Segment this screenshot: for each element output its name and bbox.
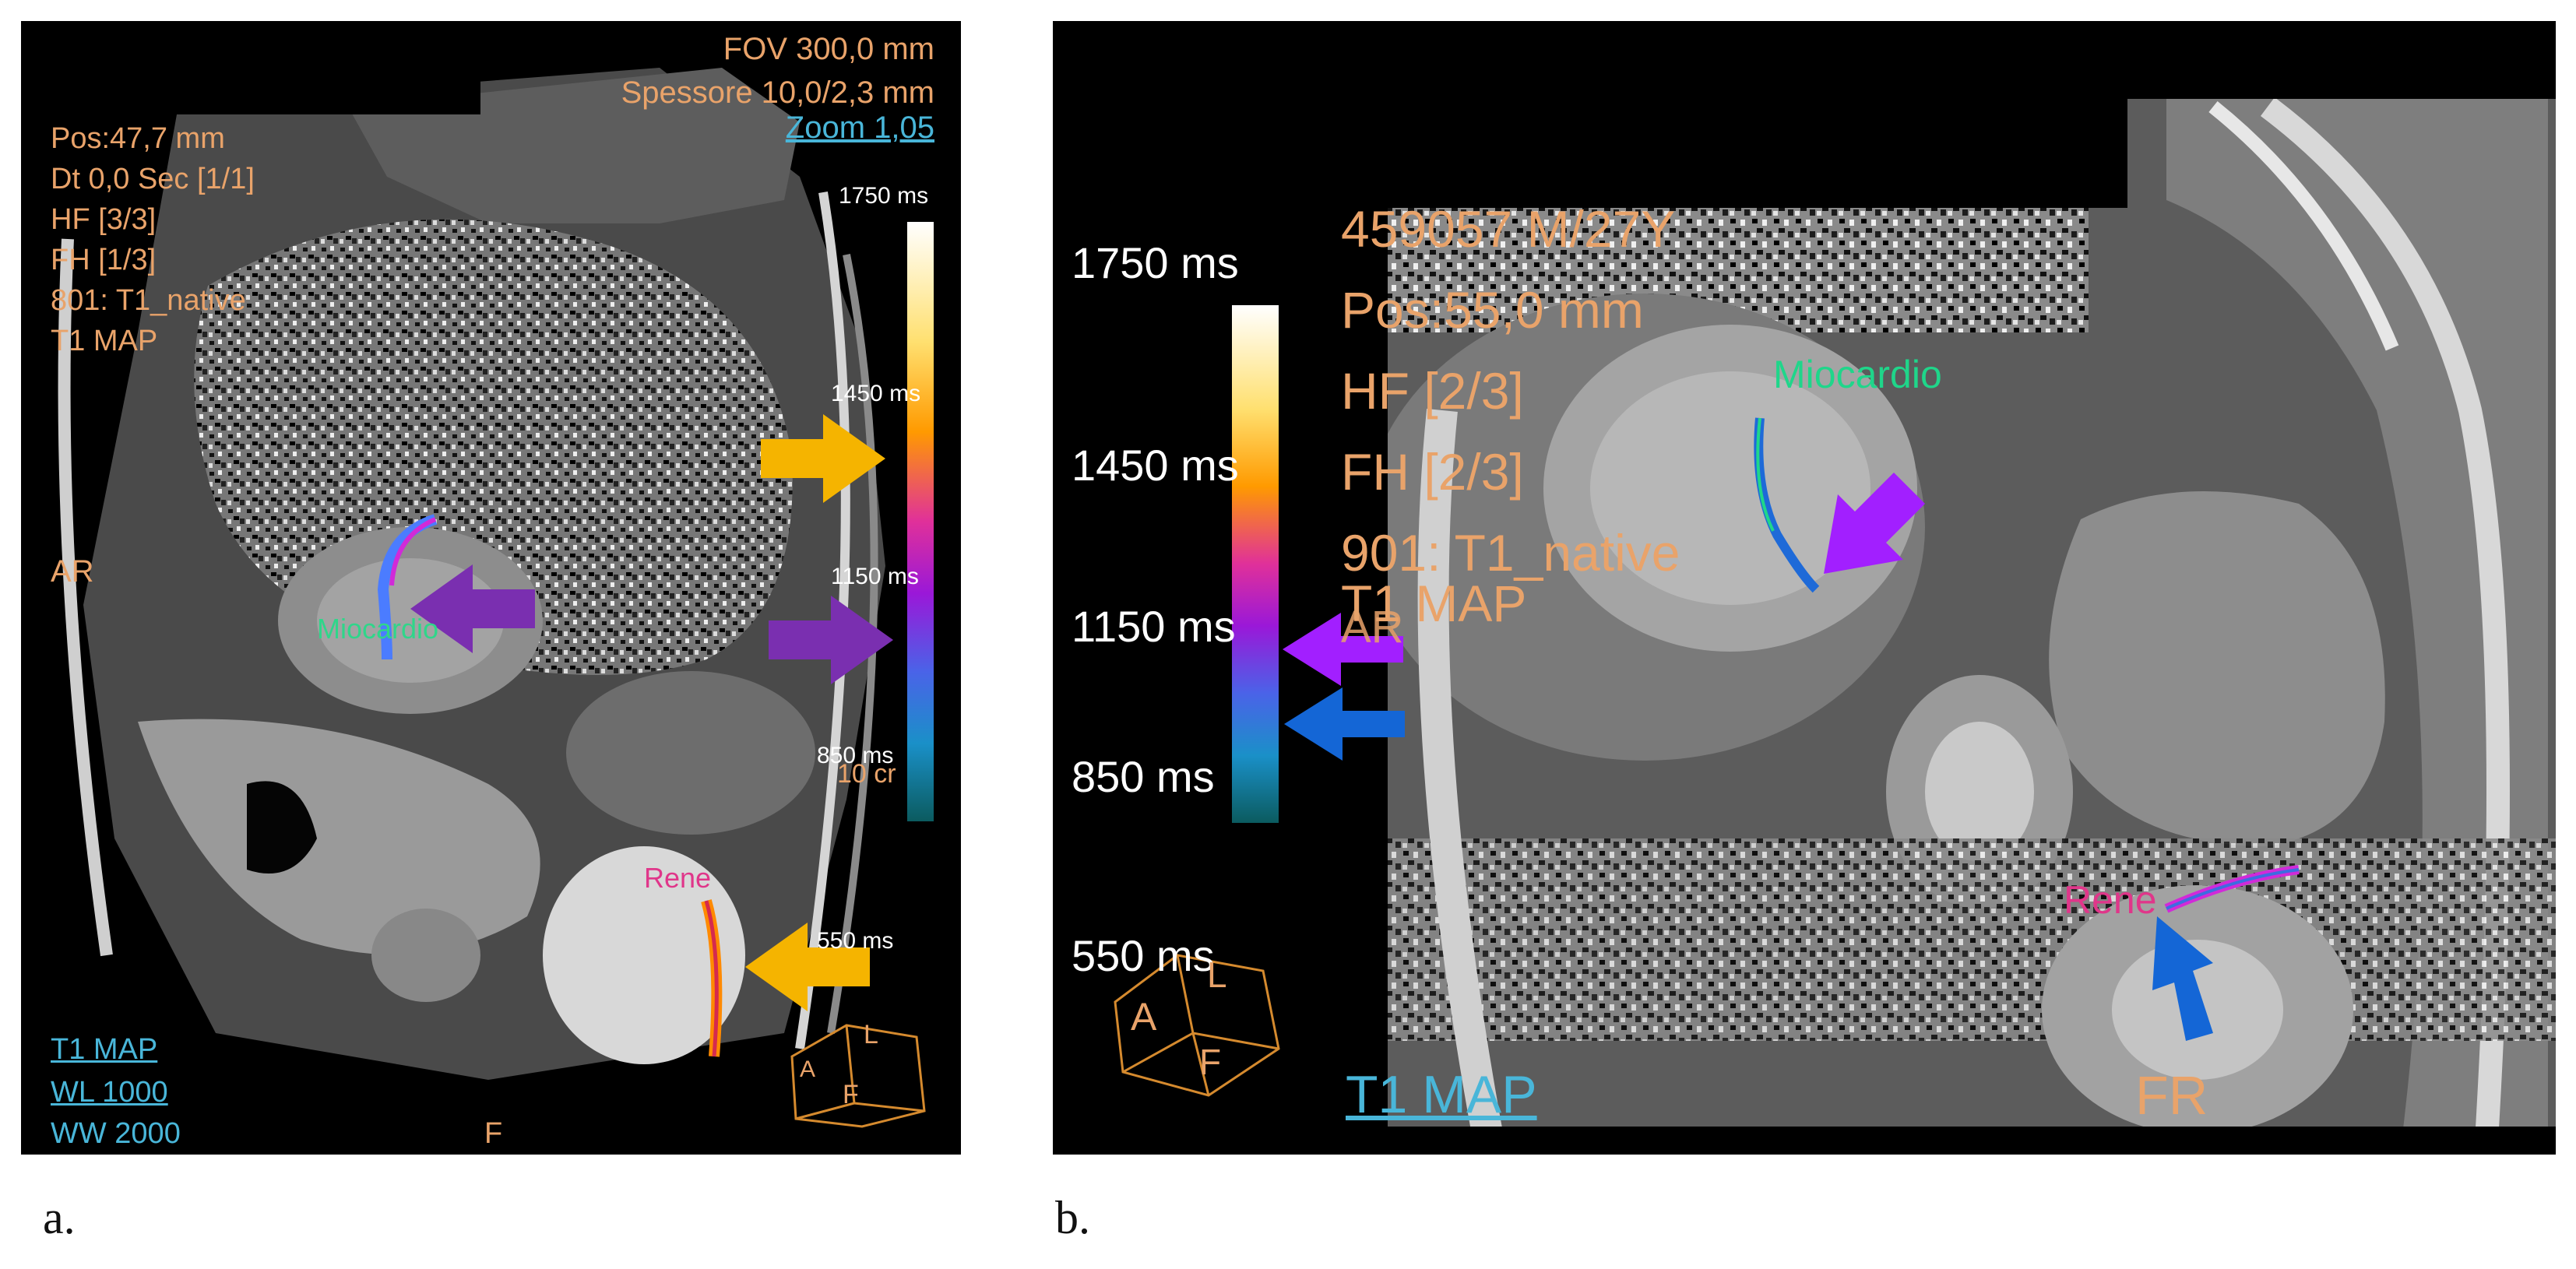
roi-myocardium-trace bbox=[377, 514, 438, 660]
fh-value: FH [1/3] bbox=[51, 244, 157, 276]
purple-arrow-icon bbox=[769, 596, 893, 684]
cube-letter-a: A bbox=[800, 1056, 816, 1082]
purple-arrow-icon bbox=[1824, 473, 1925, 574]
orange-arrow-icon bbox=[745, 923, 870, 1011]
position-value: Pos:47,7 mm bbox=[51, 122, 225, 155]
orientation-label-left: AR bbox=[1341, 602, 1404, 652]
mri-panel-b[interactable]: 459057 M/27Y Pos:55,0 mm HF [2/3] FH [2/… bbox=[1053, 21, 2556, 1155]
roi-label-myocardium: Miocardio bbox=[317, 613, 439, 645]
window-width-value[interactable]: WW 2000 bbox=[51, 1117, 181, 1150]
series-name: 801: T1_native bbox=[51, 284, 246, 317]
t1-colorbar bbox=[1232, 305, 1279, 823]
t1-colorbar bbox=[907, 222, 934, 821]
series-name: 901: T1_native bbox=[1341, 524, 1680, 582]
orientation-cube-icon bbox=[790, 1024, 926, 1128]
scale-label-1150: 1150 ms bbox=[831, 564, 919, 589]
orientation-label-bottom: F bbox=[484, 1117, 503, 1150]
roi-label-kidney: Rene bbox=[644, 862, 712, 894]
caption-a: a. bbox=[43, 1192, 76, 1243]
cube-letter-l: L bbox=[864, 1020, 878, 1049]
hf-value: HF [3/3] bbox=[51, 203, 157, 236]
fh-value: FH [2/3] bbox=[1341, 443, 1524, 501]
map-type: T1 MAP bbox=[51, 325, 158, 357]
cube-letter-a: A bbox=[1131, 995, 1157, 1039]
fov-value: FOV 300,0 mm bbox=[723, 32, 934, 66]
cube-letter-f: F bbox=[843, 1080, 859, 1109]
scale-label-1450: 1450 ms bbox=[1072, 441, 1239, 490]
map-type-link[interactable]: T1 MAP bbox=[1346, 1065, 1537, 1124]
header-info-right: FOV 300,0 mm Spessore 10,0/2,3 mm bbox=[621, 27, 934, 114]
scale-label-1150: 1150 ms bbox=[1072, 602, 1236, 651]
purple-arrow-icon bbox=[410, 564, 535, 653]
scale-label-850: 850 ms bbox=[817, 743, 894, 768]
roi-label-kidney: Rene bbox=[2064, 878, 2157, 922]
scale-label-1450: 1450 ms bbox=[831, 381, 921, 406]
scale-label-1750: 1750 ms bbox=[1072, 238, 1239, 287]
caption-b: b. bbox=[1055, 1192, 1090, 1243]
orientation-cube-icon bbox=[1114, 954, 1280, 1097]
orientation-label-bottom: FR bbox=[2135, 1065, 2208, 1126]
cube-letter-f: F bbox=[1199, 1042, 1222, 1082]
map-type: T1 MAP bbox=[1341, 575, 1527, 632]
thickness-value: Spessore 10,0/2,3 mm bbox=[621, 76, 934, 110]
patient-id: 459057 M/27Y bbox=[1341, 200, 1676, 258]
blue-arrow-icon bbox=[1284, 687, 1405, 761]
mri-image-b bbox=[1053, 21, 2556, 1155]
hf-value: HF [2/3] bbox=[1341, 362, 1524, 420]
mri-panel-a[interactable]: FOV 300,0 mm Spessore 10,0/2,3 mm Zoom 1… bbox=[21, 21, 961, 1155]
header-info-left: Pos:47,7 mm Dt 0,0 Sec [1/1] HF [3/3] FH… bbox=[51, 118, 255, 361]
orange-arrow-icon bbox=[761, 414, 885, 503]
map-type-link[interactable]: T1 MAP bbox=[51, 1033, 158, 1066]
scale-label-550: 550 ms bbox=[1072, 931, 1215, 980]
roi-label-myocardium: Miocardio bbox=[1773, 353, 1942, 396]
mri-image-a bbox=[21, 21, 961, 1155]
zoom-link[interactable]: Zoom 1,05 bbox=[785, 111, 934, 145]
scale-label-1750: 1750 ms bbox=[839, 183, 929, 209]
purple-arrow-icon bbox=[1283, 613, 1403, 686]
position-value: Pos:55,0 mm bbox=[1341, 281, 1644, 339]
scale-label-850: 850 ms bbox=[1072, 752, 1215, 801]
cube-letter-l: L bbox=[1207, 954, 1227, 995]
scale-label-550: 550 ms bbox=[817, 928, 894, 954]
header-info-left: 459057 M/27Y Pos:55,0 mm HF [2/3] FH [2/… bbox=[1341, 188, 1680, 593]
time-value: Dt 0,0 Sec [1/1] bbox=[51, 163, 255, 195]
window-level-link[interactable]: WL 1000 bbox=[51, 1076, 168, 1109]
scale-extra-label: 10 cr bbox=[837, 759, 896, 789]
orientation-label-left: AR bbox=[51, 554, 94, 589]
blue-arrow-icon bbox=[2152, 916, 2213, 1041]
